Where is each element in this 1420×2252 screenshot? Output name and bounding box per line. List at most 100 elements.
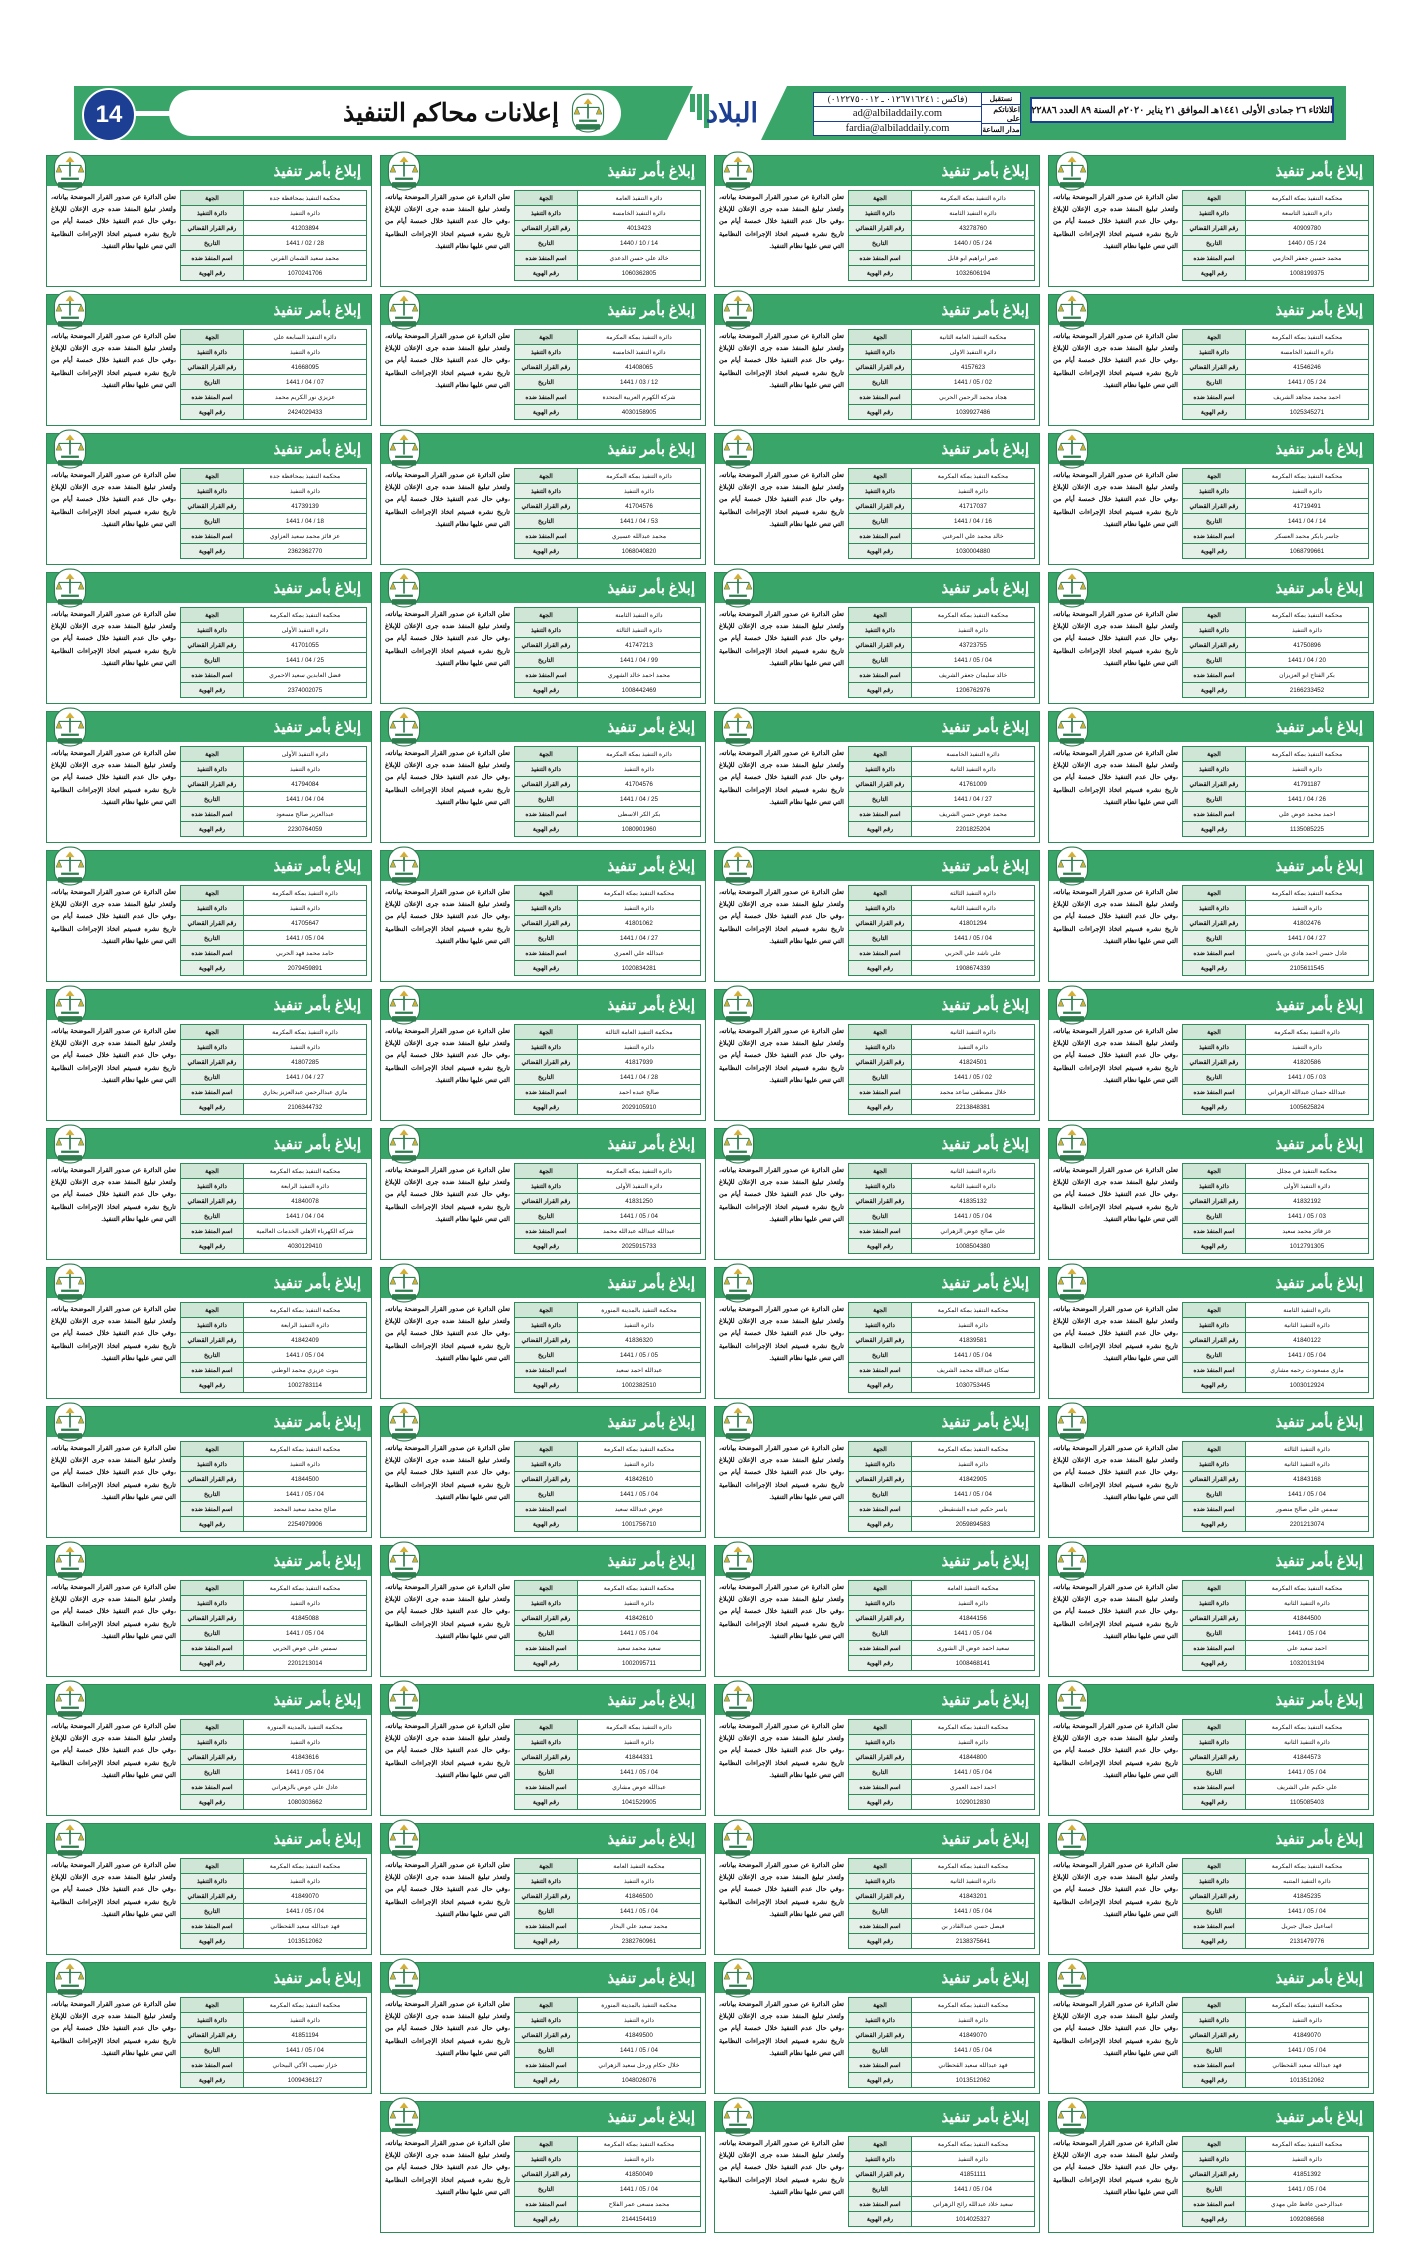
notice-field-row: علي ناشد علي الحربي اسم المنفذ ضده [848,945,1035,961]
notice-details-table: دائرة التنفيذ الثالثة الجهة دائرة التنفيذ … [1182,1441,1369,1532]
notice-card-2[interactable]: إبلاغ بأمر تنفيذ دائرة التنفيذ العامة الج… [380,151,706,287]
notice-card-title: إبلاغ بأمر تنفيذ [607,719,695,736]
notice-card-25[interactable]: إبلاغ بأمر تنفيذ دائرة التنفيذ الثانية ال… [714,985,1040,1121]
notice-value-tarikh: 04 / 05 / 1441 [243,1764,367,1780]
notice-card-24[interactable]: إبلاغ بأمر تنفيذ دائرة التنفيذ بمكة المك… [1048,985,1374,1121]
notice-card-58[interactable]: إبلاغ بأمر تنفيذ محكمة التنفيذ بمكة المك… [380,2097,706,2233]
notice-details-table: محكمة التنفيذ بمكة المكرمة الجهة دائرة الت… [848,1858,1035,1949]
notice-field-row: دائرة التنفيذ الاولى دائرة التنفيذ [848,344,1035,360]
notice-card-32[interactable]: إبلاغ بأمر تنفيذ دائرة التنفيذ الثامنة ال… [1048,1263,1374,1399]
notice-card-15[interactable]: إبلاغ بأمر تنفيذ محكمة التنفيذ بمكة المك… [46,568,372,704]
notice-field-row: 1030753445 رقم الهوية [848,1377,1035,1393]
notice-card-1[interactable]: إبلاغ بأمر تنفيذ دائرة التنفيذ بمكة المك… [714,151,1040,287]
notice-value-hawiya: 1005625824 [1245,1099,1369,1115]
notice-card-11[interactable]: إبلاغ بأمر تنفيذ محكمة التنفيذ بمحافظة ج… [46,429,372,565]
notice-card-44[interactable]: إبلاغ بأمر تنفيذ محكمة التنفيذ بمكة المك… [1048,1680,1374,1816]
notice-card-23[interactable]: إبلاغ بأمر تنفيذ دائرة التنفيذ بمكة المك… [46,846,372,982]
notice-card-8[interactable]: إبلاغ بأمر تنفيذ محكمة التنفيذ بمكة المك… [1048,429,1374,565]
notice-field-row: دائرة التنفيذ دائرة التنفيذ [848,1317,1035,1333]
notice-card-22[interactable]: إبلاغ بأمر تنفيذ محكمة التنفيذ بمكة المك… [380,846,706,982]
notice-card-43[interactable]: إبلاغ بأمر تنفيذ محكمة التنفيذ بمكة المك… [46,1541,372,1677]
notice-card-45[interactable]: إبلاغ بأمر تنفيذ محكمة التنفيذ بمكة المك… [714,1680,1040,1816]
notice-card-18[interactable]: إبلاغ بأمر تنفيذ دائرة التنفيذ بمكة المك… [380,707,706,843]
notice-card-31[interactable]: إبلاغ بأمر تنفيذ محكمة التنفيذ بمكة المك… [46,1124,372,1260]
notice-field-row: دائرة التنفيذ الثانية دائرة التنفيذ [1182,1456,1369,1472]
notice-card-21[interactable]: إبلاغ بأمر تنفيذ دائرة التنفيذ الثالثة ال… [714,846,1040,982]
notice-card-46[interactable]: إبلاغ بأمر تنفيذ دائرة التنفيذ بمكة المك… [380,1680,706,1816]
notice-card-20[interactable]: إبلاغ بأمر تنفيذ محكمة التنفيذ بمكة المك… [1048,846,1374,982]
notice-label-hawiya: رقم الهوية [1182,543,1246,559]
notice-label-tarikh: التاريخ [848,1347,912,1363]
notice-card-10[interactable]: إبلاغ بأمر تنفيذ دائرة التنفيذ بمكة المك… [380,429,706,565]
notice-card-39[interactable]: إبلاغ بأمر تنفيذ محكمة التنفيذ بمكة المك… [46,1402,372,1538]
email-fardia[interactable]: fardia@albiladdaily.com [845,122,950,134]
notice-card-29[interactable]: إبلاغ بأمر تنفيذ دائرة التنفيذ الثانية ال… [714,1124,1040,1260]
notice-card-52[interactable]: إبلاغ بأمر تنفيذ محكمة التنفيذ بمكة المك… [1048,1958,1374,2094]
notice-label-jiha: الجهة [1182,2136,1246,2152]
notice-card-4[interactable]: إبلاغ بأمر تنفيذ محكمة التنفيذ بمكة المك… [1048,290,1374,426]
notice-card-27[interactable]: إبلاغ بأمر تنفيذ دائرة التنفيذ بمكة المك… [46,985,372,1121]
notice-label-daira: دائرة التنفيذ [1182,1595,1246,1611]
notice-card-33[interactable]: إبلاغ بأمر تنفيذ محكمة التنفيذ بمكة المك… [714,1263,1040,1399]
notice-value-tarikh: 04 / 05 / 1441 [1245,1347,1369,1363]
notice-card-6[interactable]: إبلاغ بأمر تنفيذ دائرة التنفيذ بمكة المك… [380,290,706,426]
notice-field-row: 04 / 05 / 1441 التاريخ [1182,1486,1369,1502]
notice-card-42[interactable]: إبلاغ بأمر تنفيذ محكمة التنفيذ بمكة المك… [380,1541,706,1677]
notice-card-0[interactable]: إبلاغ بأمر تنفيذ محكمة التنفيذ بمكة المك… [1048,151,1374,287]
notice-field-row: 04 / 05 / 1441 التاريخ [514,1208,701,1224]
notice-field-row: محكمة التنفيذ بمكة المكرمة الجهة [180,1997,367,2013]
notice-card-header: إبلاغ بأمر تنفيذ [381,1958,705,1998]
notice-card-12[interactable]: إبلاغ بأمر تنفيذ محكمة التنفيذ بمكة المك… [1048,568,1374,704]
notice-label-ism: اسم المنفذ ضده [514,1779,578,1795]
notice-card-53[interactable]: إبلاغ بأمر تنفيذ محكمة التنفيذ بمكة المك… [714,1958,1040,2094]
notice-value-hawiya: 1020834281 [577,960,701,976]
notice-value-daira: دائرة التنفيذ الثانية [1245,1317,1369,1333]
notice-field-row: محكمة التنفيذ بمكة المكرمة الجهة [180,1580,367,1596]
notice-field-row: 1025345271 رقم الهوية [1182,404,1369,420]
notice-card-48[interactable]: إبلاغ بأمر تنفيذ محكمة التنفيذ بمكة المك… [1048,1819,1374,1955]
notice-field-row: محكمة التنفيذ بمكة المكرمة الجهة [848,1997,1035,2013]
notice-card-16[interactable]: إبلاغ بأمر تنفيذ محكمة التنفيذ بمكة المك… [1048,707,1374,843]
notice-card-51[interactable]: إبلاغ بأمر تنفيذ محكمة التنفيذ بمكة المك… [46,1819,372,1955]
notice-value-qarar: 41824501 [911,1054,1035,1070]
notice-card-37[interactable]: إبلاغ بأمر تنفيذ محكمة التنفيذ بمكة المك… [714,1402,1040,1538]
notice-card-35[interactable]: إبلاغ بأمر تنفيذ محكمة التنفيذ بمكة المك… [46,1263,372,1399]
email-ad[interactable]: ad@albiladdaily.com [814,107,981,122]
notice-card-55[interactable]: إبلاغ بأمر تنفيذ محكمة التنفيذ بمكة المك… [46,1958,372,2094]
notice-value-qarar: 41842905 [911,1471,1035,1487]
notice-card-3[interactable]: إبلاغ بأمر تنفيذ محكمة التنفيذ بمحافظة ج… [46,151,372,287]
notice-field-row: دائرة التنفيذ دائرة التنفيذ [848,622,1035,638]
notice-card-56[interactable]: إبلاغ بأمر تنفيذ محكمة التنفيذ بمكة المك… [1048,2097,1374,2233]
notice-value-hawiya: 1032013194 [1245,1655,1369,1671]
notice-label-tarikh: التاريخ [514,513,578,529]
notice-card-30[interactable]: إبلاغ بأمر تنفيذ دائرة التنفيذ بمكة المك… [380,1124,706,1260]
justice-ministry-emblem [721,290,755,330]
notice-value-hawiya: 2213848381 [911,1099,1035,1115]
notice-card-54[interactable]: إبلاغ بأمر تنفيذ محكمة التنفيذ بالمدينة … [380,1958,706,2094]
notice-card-19[interactable]: إبلاغ بأمر تنفيذ دائرة التنفيذ الأولى الج… [46,707,372,843]
notice-card-28[interactable]: إبلاغ بأمر تنفيذ محكمة التنفيذ في مجلل ال… [1048,1124,1374,1260]
notice-card-7[interactable]: إبلاغ بأمر تنفيذ دائرة التنفيذ السابعة ع… [46,290,372,426]
notice-card-40[interactable]: إبلاغ بأمر تنفيذ محكمة التنفيذ بمكة المك… [1048,1541,1374,1677]
notice-label-qarar: رقم القرار القضائي [514,1054,578,1070]
notice-card-9[interactable]: إبلاغ بأمر تنفيذ محكمة التنفيذ بمكة المك… [714,429,1040,565]
notice-card-38[interactable]: إبلاغ بأمر تنفيذ محكمة التنفيذ بمكة المك… [380,1402,706,1538]
notice-label-jiha: الجهة [514,1997,578,2013]
notice-card-49[interactable]: إبلاغ بأمر تنفيذ محكمة التنفيذ بمكة المك… [714,1819,1040,1955]
notice-details-table: دائرة التنفيذ الثامنة الجهة دائرة التنفيذ … [514,607,701,698]
notice-card-26[interactable]: إبلاغ بأمر تنفيذ محكمة التنفيذ العامة ال… [380,985,706,1121]
notice-card-14[interactable]: إبلاغ بأمر تنفيذ دائرة التنفيذ الثامنة ال… [380,568,706,704]
notice-card-47[interactable]: إبلاغ بأمر تنفيذ محكمة التنفيذ بالمدينة … [46,1680,372,1816]
notice-card-17[interactable]: إبلاغ بأمر تنفيذ دائرة التنفيذ الخامسة ال… [714,707,1040,843]
notice-label-daira: دائرة التنفيذ [180,483,244,499]
notice-card-13[interactable]: إبلاغ بأمر تنفيذ محكمة التنفيذ بمكة المك… [714,568,1040,704]
notice-label-jiha: الجهة [514,1858,578,1874]
notice-card-57[interactable]: إبلاغ بأمر تنفيذ محكمة التنفيذ بمكة المك… [714,2097,1040,2233]
notice-card-41[interactable]: إبلاغ بأمر تنفيذ محكمة التنفيذ العامة الج… [714,1541,1040,1677]
notice-card-36[interactable]: إبلاغ بأمر تنفيذ دائرة التنفيذ الثالثة ال… [1048,1402,1374,1538]
notice-details-table: محكمة التنفيذ بمكة المكرمة الجهة دائرة الت… [1182,2136,1369,2227]
notice-card-5[interactable]: إبلاغ بأمر تنفيذ محكمة التنفيذ العامة ال… [714,290,1040,426]
notice-card-body: دائرة التنفيذ السابعة علي الجهة دائرة التن… [47,325,371,425]
notice-card-34[interactable]: إبلاغ بأمر تنفيذ محكمة التنفيذ بالمدينة … [380,1263,706,1399]
notice-card-50[interactable]: إبلاغ بأمر تنفيذ محكمة التنفيذ العامة الج… [380,1819,706,1955]
